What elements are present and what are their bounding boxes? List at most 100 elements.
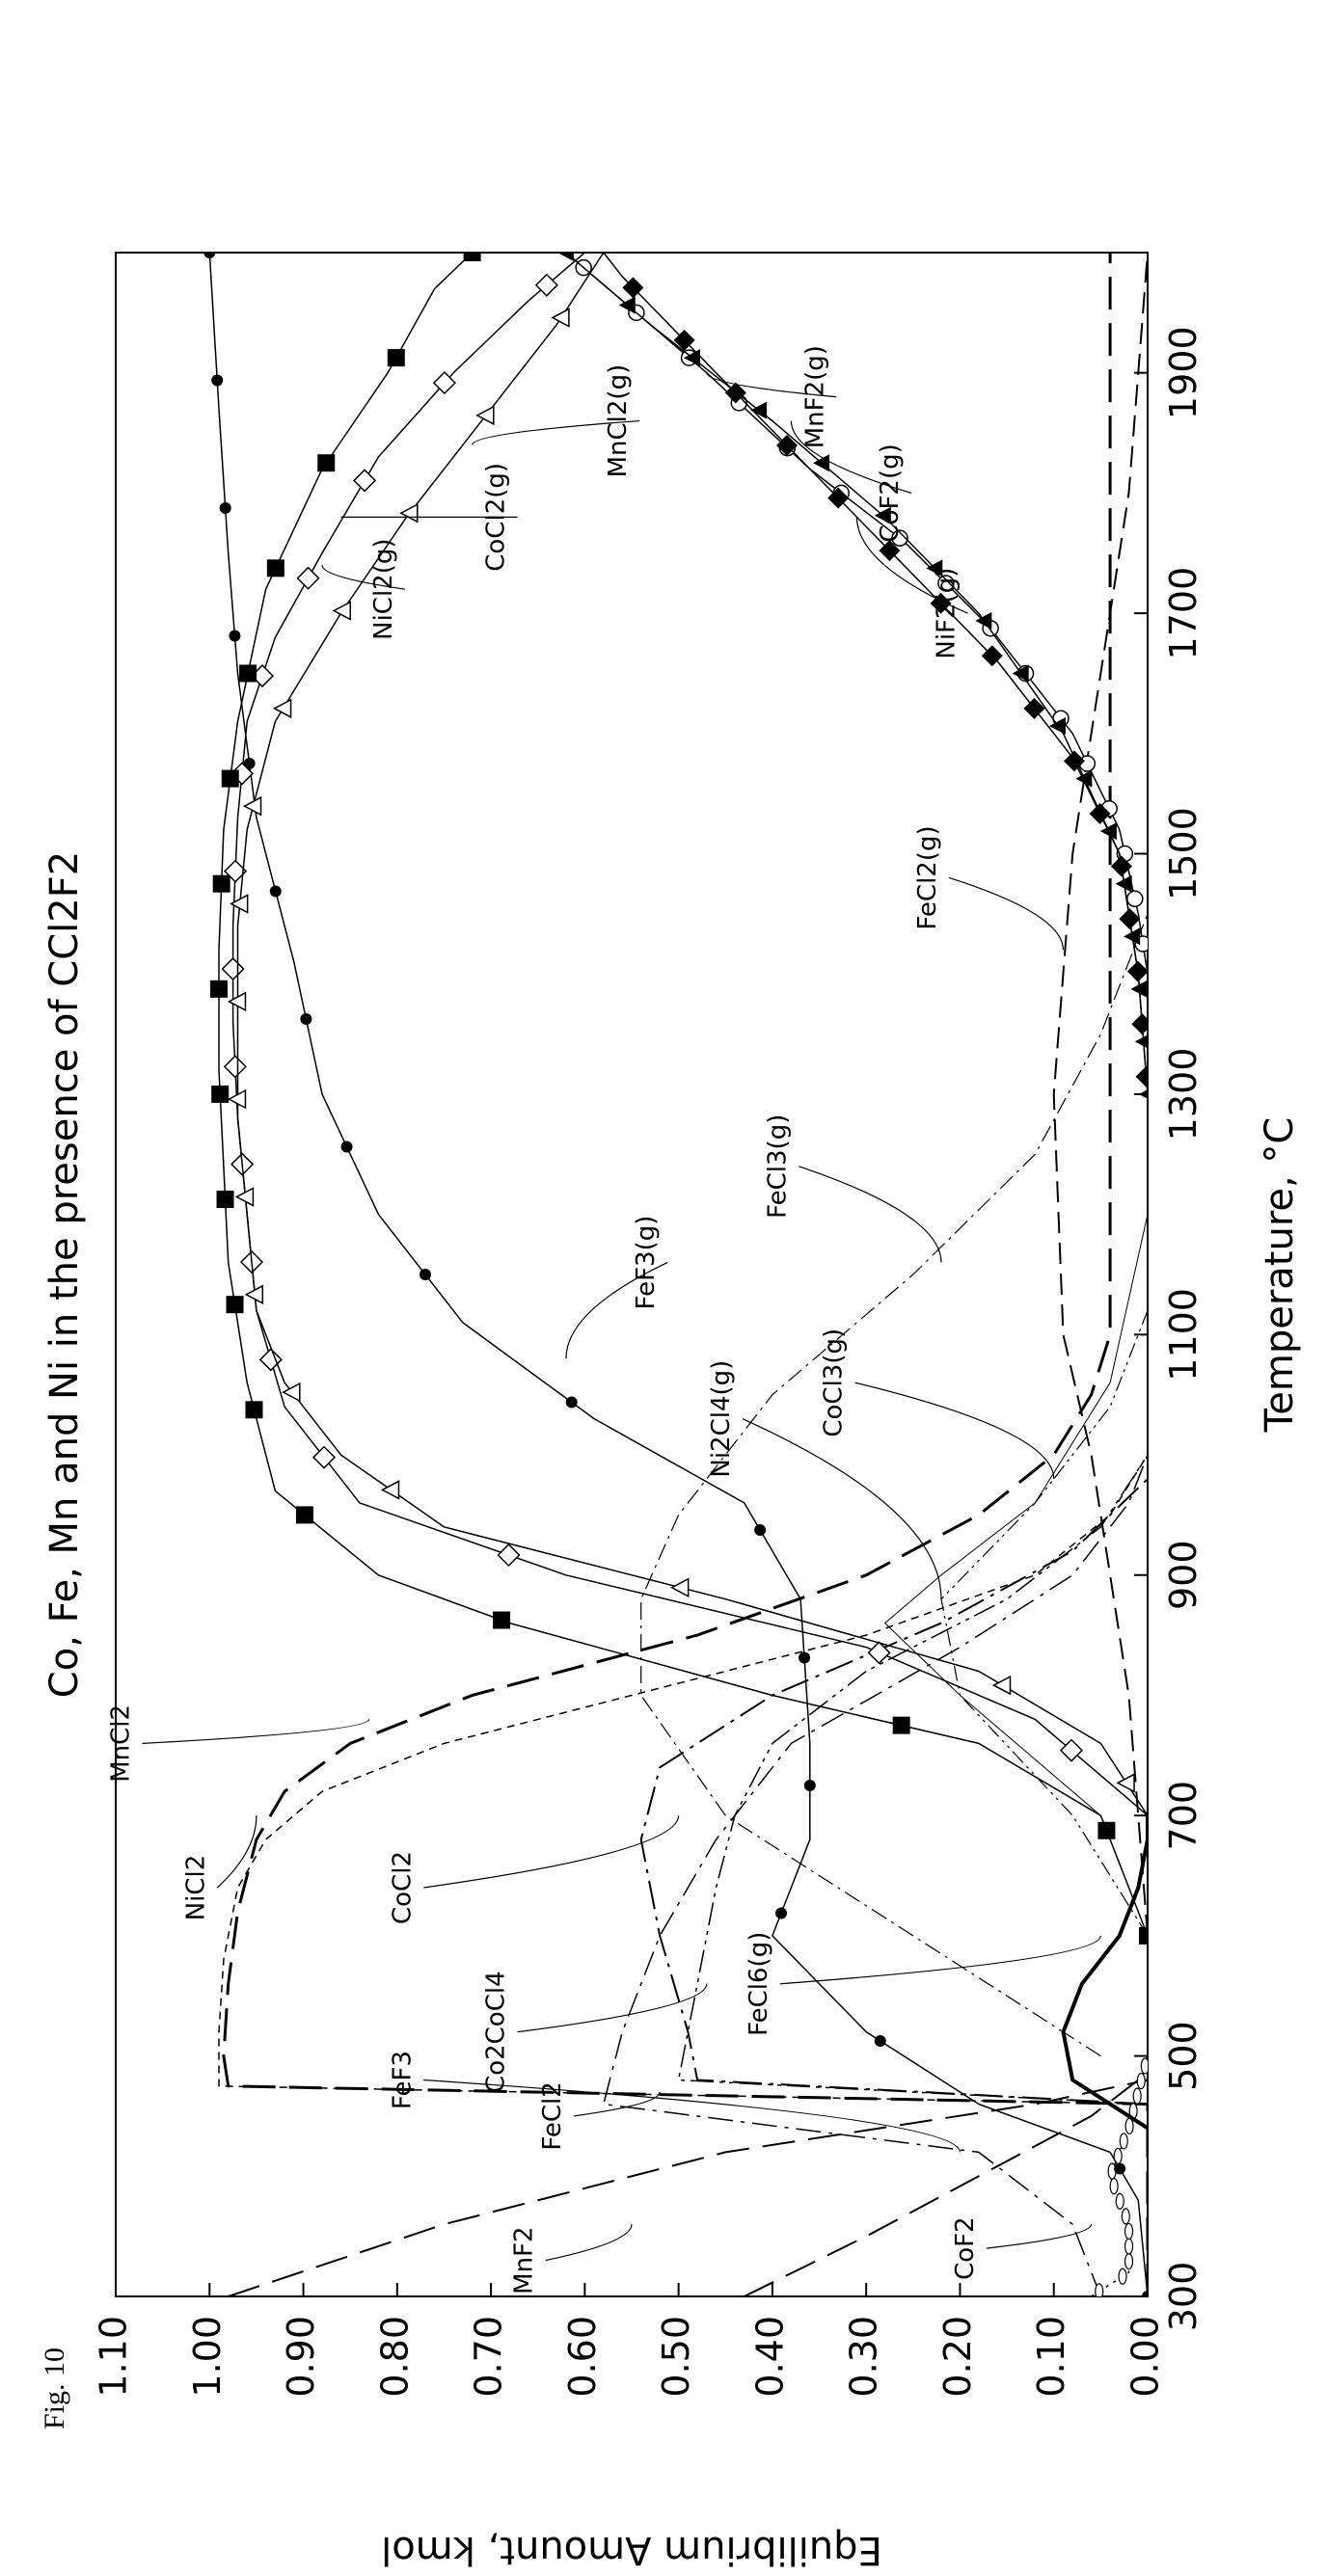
data-point [893, 1717, 910, 1734]
data-point [1131, 1013, 1152, 1034]
data-point [1097, 1822, 1115, 1839]
x-axis-label: Temperature, °C [1258, 1117, 1302, 1434]
series-cocl2-g- [210, 244, 1156, 1945]
series-line [566, 253, 1148, 1094]
series-line [1064, 1815, 1149, 2128]
data-point [245, 797, 261, 815]
series-line [1054, 253, 1148, 1936]
x-tick-label: 1300 [1162, 1048, 1205, 1141]
data-point [420, 1269, 431, 1280]
series-label: CoCl3(g) [820, 1328, 849, 1437]
series-line [209, 253, 1148, 2296]
data-point [1137, 2074, 1145, 2089]
data-point [213, 875, 230, 893]
data-point [1116, 2193, 1124, 2209]
data-point [354, 470, 375, 491]
y-tick-label: 0.00 [1124, 2316, 1167, 2398]
series-label: MnF2 [510, 2226, 539, 2294]
series-label: FeF3 [388, 2051, 417, 2109]
data-point [1125, 2118, 1133, 2133]
y-tick-label: 0.30 [843, 2316, 885, 2398]
y-tick-label: 1.10 [93, 2316, 135, 2398]
series-line [229, 2080, 1148, 2297]
series-label: FeCl3(g) [763, 1114, 792, 1219]
x-tick-label: 1700 [1162, 567, 1205, 660]
data-point [341, 1141, 353, 1153]
data-point [1023, 698, 1044, 719]
annotation-leader [518, 1984, 707, 2032]
series-line [641, 1479, 1148, 2296]
data-point [775, 1908, 787, 1919]
series-label: FeCl6(g) [745, 1932, 773, 2036]
series-line [604, 253, 1148, 1094]
annotation-leader [574, 2092, 660, 2116]
series-label: FeCl2 [538, 2081, 567, 2150]
series-label: MnF2(g) [800, 345, 829, 448]
series-label: FeCl2(g) [913, 825, 942, 929]
data-point [220, 502, 231, 514]
series-mncl2 [224, 253, 1148, 2296]
data-point [270, 886, 282, 898]
series-mnf2-g- [566, 253, 1151, 974]
series-nif2-g- [604, 253, 1157, 1094]
series-label: CoF2 [951, 2216, 980, 2280]
y-tick-label: 0.50 [655, 2316, 697, 2398]
y-tick-label: 1.00 [186, 2316, 229, 2398]
data-point [227, 1296, 244, 1313]
series-line [238, 253, 1149, 1815]
data-point [1125, 2239, 1133, 2254]
x-tick-label: 300 [1162, 2262, 1205, 2332]
x-tick-label: 900 [1162, 1540, 1205, 1610]
data-point [267, 559, 284, 577]
data-point [203, 247, 215, 258]
annotation-leader [423, 1815, 678, 1888]
data-point [875, 2035, 886, 2047]
data-point [1125, 2254, 1133, 2269]
data-point [1127, 961, 1149, 982]
data-point [1061, 1740, 1082, 1761]
series-label: CoF2(g) [876, 443, 905, 542]
data-point [388, 349, 405, 366]
data-point [1114, 2163, 1125, 2175]
data-point [754, 1524, 766, 1536]
data-point [1119, 2268, 1126, 2284]
y-tick-label: 0.20 [936, 2316, 979, 2398]
data-point [245, 1401, 262, 1418]
data-point [223, 958, 244, 979]
data-point [239, 664, 257, 682]
data-point [566, 1397, 578, 1409]
data-point [211, 375, 223, 387]
series-fecl2-g- [1054, 253, 1148, 1936]
annotation-leader [743, 1419, 941, 1599]
annotation-leader [949, 877, 1063, 950]
series-fecl6-g- [1064, 1815, 1149, 2128]
series-mnf2 [229, 2080, 1148, 2297]
data-point [1120, 2133, 1127, 2149]
x-tick-label: 1900 [1162, 326, 1205, 419]
x-tick-label: 1500 [1162, 807, 1205, 900]
series-label: NiCl2(g) [369, 538, 398, 639]
data-point [217, 1191, 234, 1208]
data-point [1139, 1927, 1156, 1945]
data-point [296, 1506, 313, 1523]
y-tick-label: 0.10 [1030, 2316, 1072, 2398]
data-point [229, 631, 240, 642]
data-point [225, 1056, 246, 1077]
series-line [679, 1455, 1148, 2296]
data-point [553, 309, 569, 327]
data-point [493, 1612, 510, 1629]
annotation-leader [142, 1719, 368, 1743]
data-point [799, 1652, 810, 1664]
data-point [1110, 2179, 1118, 2194]
data-point [993, 1677, 1010, 1694]
data-point [284, 1383, 300, 1401]
annotation-leader [780, 1936, 1100, 1984]
x-tick-label: 500 [1162, 2021, 1205, 2091]
series-label: MnCl2(g) [604, 364, 633, 478]
data-point [210, 980, 228, 998]
data-point [804, 1780, 816, 1791]
x-tick-label: 700 [1162, 1781, 1205, 1851]
series-label: NiF2(g) [932, 568, 961, 659]
data-point [477, 407, 494, 424]
series-line [566, 253, 1148, 974]
